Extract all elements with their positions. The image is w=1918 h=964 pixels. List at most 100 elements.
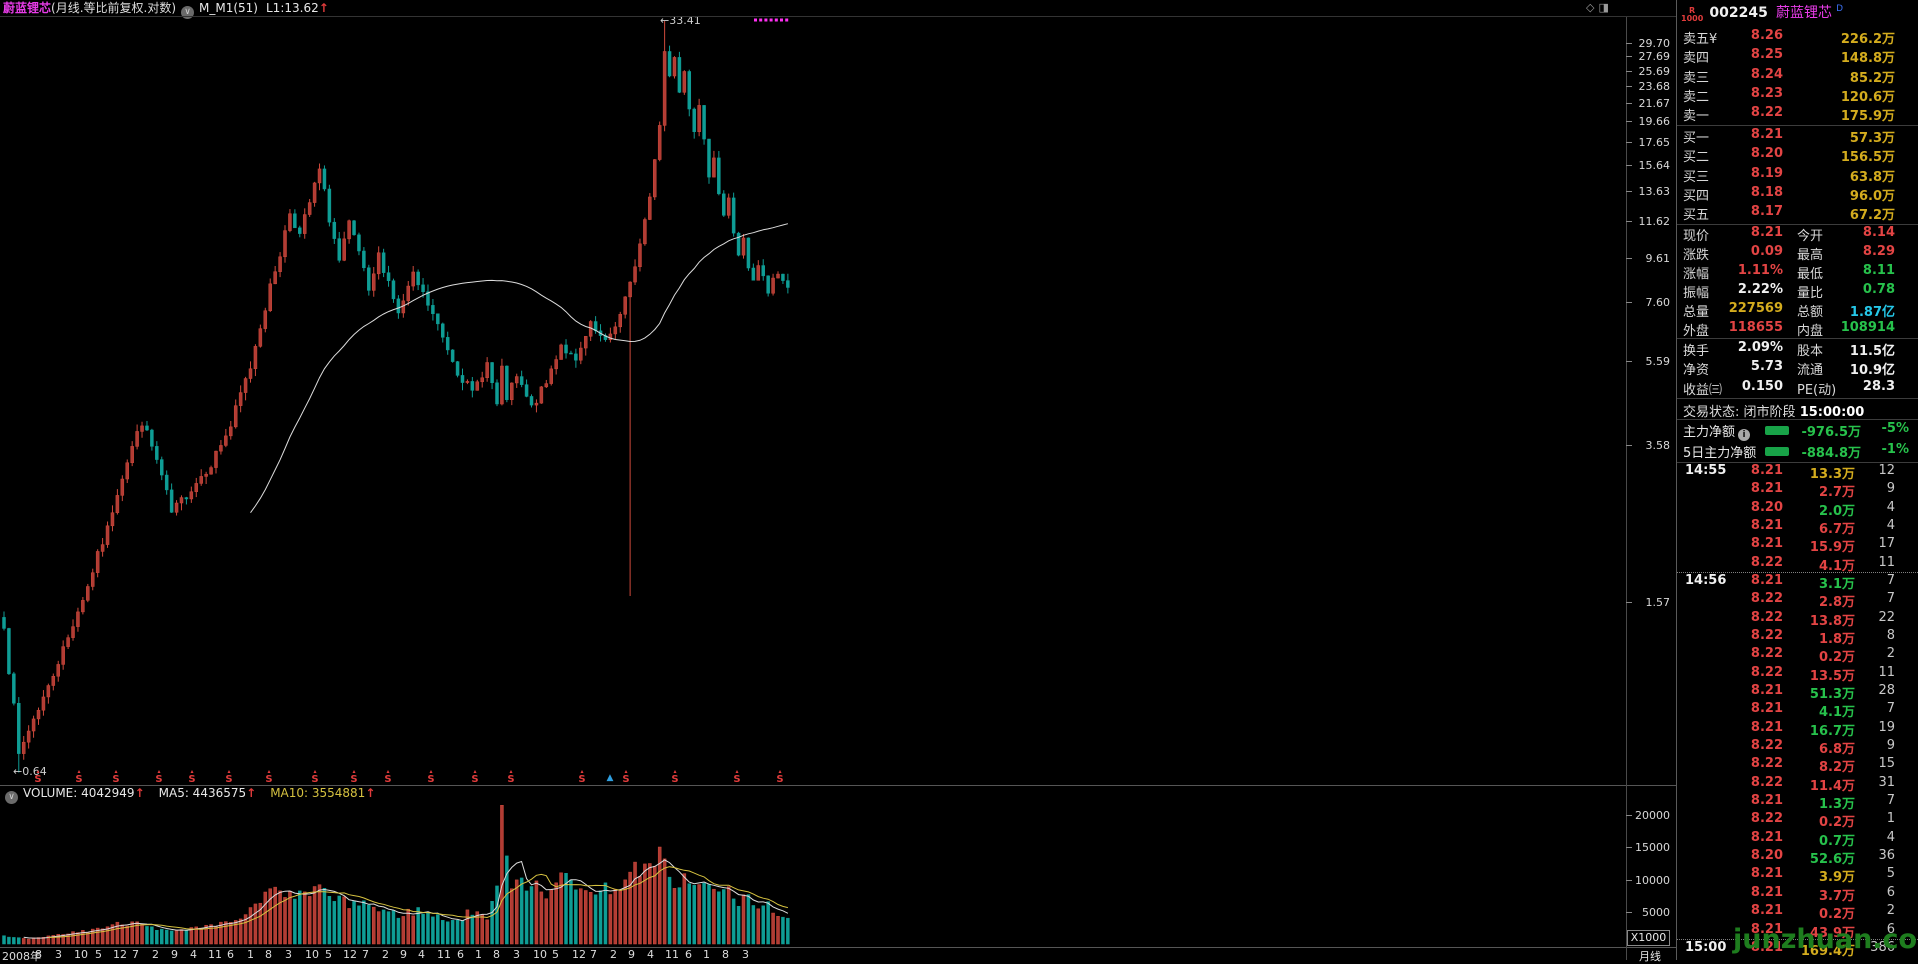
tick-row[interactable]: 8.21 3.9万 5	[1750, 866, 1895, 886]
tick-row[interactable]: 8.21 0.7万 4	[1750, 829, 1895, 849]
buy-level-row[interactable]: 买二 8.20 156.5万	[1683, 146, 1895, 166]
low-price-annotation: ←0.64	[13, 765, 47, 778]
tick-row[interactable]: 8.21 51.3万 28	[1750, 683, 1895, 703]
tick-row[interactable]: 8.21 15.9万 17	[1750, 536, 1895, 556]
tick-row[interactable]: 8.20 52.6万 36	[1750, 848, 1895, 868]
buy-level-row[interactable]: 买五 8.17 67.2万	[1683, 204, 1895, 224]
sell-level-row[interactable]: 卖三 8.24 85.2万	[1683, 66, 1895, 86]
triangle-up-icon: ▴	[778, 768, 782, 775]
volume-axis-label: 15000	[1626, 841, 1674, 854]
sell-level-row[interactable]: 卖五¥ 8.26 226.2万	[1683, 28, 1895, 47]
tick-row[interactable]: 8.22 0.2万 1	[1750, 811, 1895, 831]
time-axis-label: 2	[382, 948, 389, 961]
sell-signal-marker: ▴ S	[731, 768, 743, 785]
stat-row: 总量 227569 总额 1.87亿	[1683, 300, 1895, 320]
tick-row[interactable]: 8.22 1.8万 8	[1750, 628, 1895, 648]
volume-unit-label: X1000	[1627, 930, 1670, 946]
trade-status: 交易状态: 闭市阶段 15:00:00	[1683, 405, 1865, 420]
tick-row[interactable]: 14:55 8.21 13.3万 12	[1685, 463, 1895, 482]
indicator-label: M_M1(51)	[199, 1, 258, 15]
chevron-down-icon[interactable]: ∨	[181, 6, 195, 19]
sell-signal-marker: ▴ S	[576, 769, 588, 785]
tick-row[interactable]: 8.22 8.2万 15	[1750, 756, 1895, 776]
time-axis-label: 5	[95, 948, 102, 961]
diamond-icon[interactable]: ◇	[1586, 1, 1599, 14]
triangle-up-icon: ▴	[313, 768, 317, 775]
time-axis-label: 10	[74, 948, 88, 961]
price-axis-label: 11.62	[1626, 215, 1674, 228]
tick-row[interactable]: 8.21 4.1万 7	[1750, 701, 1895, 721]
sell-level-row[interactable]: 卖一 8.22 175.9万	[1683, 105, 1895, 125]
volume-bar-chart[interactable]	[0, 802, 1626, 960]
triangle-up-icon: ▴	[190, 768, 194, 775]
panel-divider	[1676, 0, 1677, 960]
tick-row[interactable]: 8.21 0.2万 2	[1750, 903, 1895, 923]
tick-row[interactable]: 8.21 6.7万 4	[1750, 518, 1895, 538]
time-axis-label: 3	[513, 948, 520, 961]
volume-axis: 20000 15000 10000 5000	[1626, 802, 1676, 960]
time-axis: 2008年 8 3 10 5 12 7 2 9 4 11 6 1 8 3 10 5 12 7 2 9 4 11 6 1 8 3 10 5…	[0, 947, 1626, 963]
buy-level-row[interactable]: 买一 8.21 57.3万	[1683, 127, 1895, 146]
volume-axis-label: 10000	[1626, 874, 1674, 887]
ma51-line	[250, 223, 789, 513]
axis-tick	[1626, 164, 1632, 166]
tick-row[interactable]: 14:56 8.21 3.1万 7	[1685, 573, 1895, 593]
volume-ma10-line	[48, 866, 789, 938]
tick-row[interactable]: 8.22 13.8万 22	[1750, 609, 1895, 629]
sell-level-row[interactable]: 卖二 8.23 120.6万	[1683, 85, 1895, 105]
info-icon[interactable]: i	[1738, 429, 1751, 441]
sell-level-row[interactable]: 卖四 8.25 148.8万	[1683, 47, 1895, 67]
price-axis-label: 23.68	[1626, 80, 1674, 93]
panel-separator	[1677, 462, 1918, 463]
info-row: 收益㈢ 0.150 PE(动) 28.3	[1683, 378, 1895, 398]
buy-level-row[interactable]: 买四 8.18 96.0万	[1683, 184, 1895, 204]
sell-signal-marker: ▴ S	[73, 769, 85, 785]
time-axis-label: 4	[190, 948, 197, 961]
stock-code: 002245	[1709, 5, 1768, 21]
tick-row[interactable]: 8.22 4.1万 11	[1750, 554, 1895, 574]
volume-ma5-value: MA5: 4436575	[158, 786, 247, 800]
quote-panel: R 1000 002245 蔚蓝锂芯 D 卖五¥ 8.26 226.2万 卖四 8.25 1…	[1677, 0, 1918, 960]
price-axis-label: 9.61	[1626, 252, 1674, 265]
tick-row[interactable]: 8.22 2.8万 7	[1750, 591, 1895, 611]
triangle-up-icon: ▴	[735, 768, 739, 775]
price-axis-label: 29.70	[1626, 37, 1674, 50]
buy-level-row[interactable]: 买三 8.19 63.8万	[1683, 165, 1895, 185]
tick-row[interactable]: 8.21 43.9万 6	[1750, 921, 1895, 941]
time-axis-label: 7	[590, 948, 597, 961]
up-arrow-icon: ↑	[365, 786, 376, 800]
tick-row[interactable]: 8.21 1.3万 7	[1750, 793, 1895, 813]
main-candlestick-chart[interactable]	[0, 17, 1626, 785]
sell-signal-marker: ▴ S	[669, 769, 681, 785]
time-axis-label: 6	[457, 948, 464, 961]
period-selector-label[interactable]: 月线	[1639, 950, 1661, 963]
time-axis-label: 8	[35, 948, 42, 961]
tick-row[interactable]: 8.22 13.5万 11	[1750, 664, 1895, 684]
chevron-down-icon[interactable]: ∨	[5, 791, 18, 804]
sell-signal-marker: ▴ S	[309, 768, 321, 785]
sell-signal-marker: ▴ S	[425, 769, 437, 785]
price-axis-label: 7.60	[1626, 296, 1674, 309]
rights-badge: R 1000	[1681, 6, 1704, 23]
axis-tick	[1626, 102, 1632, 104]
panel-layout-icon[interactable]: ◨	[1598, 1, 1613, 14]
axis-tick	[1626, 814, 1632, 816]
tick-row[interactable]: 15:00 8.21 169.4万 386	[1685, 939, 1895, 959]
volume-value: VOLUME: 4042949	[23, 786, 135, 800]
volume-header: ∨ VOLUME: 4042949↑ MA5: 4436575↑ MA10: 3554…	[0, 786, 1626, 804]
price-axis-label: 15.64	[1626, 159, 1674, 172]
sell-signal-marker: ▴ S	[186, 768, 198, 785]
info-row: 换手 2.09% 股本 11.5亿	[1683, 340, 1895, 359]
time-axis-label: 3	[742, 948, 749, 961]
tick-row[interactable]: 8.21 2.7万 9	[1750, 481, 1895, 501]
tick-row[interactable]: 8.22 11.4万 31	[1750, 774, 1895, 794]
axis-tick	[1626, 141, 1632, 143]
tick-group-separator	[1677, 938, 1918, 940]
tick-row[interactable]: 8.21 3.7万 6	[1750, 884, 1895, 904]
tick-row[interactable]: 8.21 16.7万 19	[1750, 719, 1895, 739]
flow-bar-icon	[1765, 446, 1789, 456]
chart-mode-label: (月线.等比前复权.对数)	[51, 1, 177, 15]
tick-row[interactable]: 8.22 0.2万 2	[1750, 646, 1895, 666]
tick-row[interactable]: 8.20 2.0万 4	[1750, 499, 1895, 519]
tick-row[interactable]: 8.22 6.8万 9	[1750, 738, 1895, 758]
